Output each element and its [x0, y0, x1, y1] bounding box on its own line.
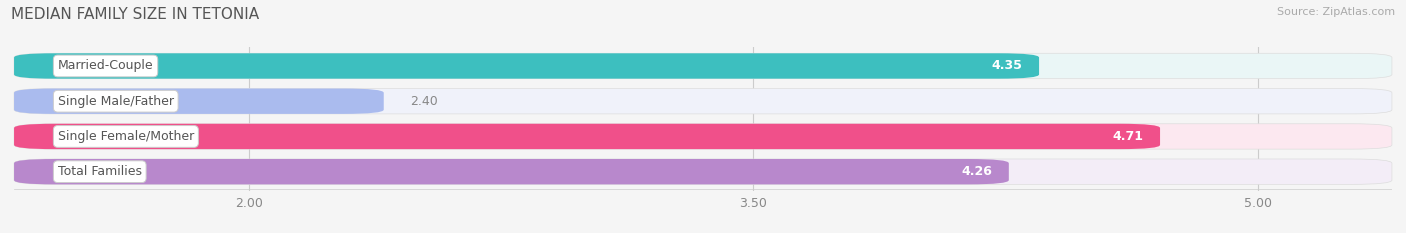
Text: 4.26: 4.26: [962, 165, 993, 178]
Text: Source: ZipAtlas.com: Source: ZipAtlas.com: [1277, 7, 1395, 17]
Text: 2.40: 2.40: [411, 95, 439, 108]
Text: Total Families: Total Families: [58, 165, 142, 178]
FancyBboxPatch shape: [14, 53, 1039, 79]
Text: 4.71: 4.71: [1112, 130, 1143, 143]
FancyBboxPatch shape: [14, 53, 1392, 79]
Text: Single Male/Father: Single Male/Father: [58, 95, 174, 108]
FancyBboxPatch shape: [14, 89, 1392, 114]
Text: Married-Couple: Married-Couple: [58, 59, 153, 72]
FancyBboxPatch shape: [14, 159, 1392, 184]
Text: 4.35: 4.35: [991, 59, 1022, 72]
FancyBboxPatch shape: [14, 89, 384, 114]
FancyBboxPatch shape: [14, 124, 1392, 149]
Text: Single Female/Mother: Single Female/Mother: [58, 130, 194, 143]
FancyBboxPatch shape: [14, 124, 1160, 149]
Text: MEDIAN FAMILY SIZE IN TETONIA: MEDIAN FAMILY SIZE IN TETONIA: [11, 7, 259, 22]
FancyBboxPatch shape: [14, 159, 1010, 184]
